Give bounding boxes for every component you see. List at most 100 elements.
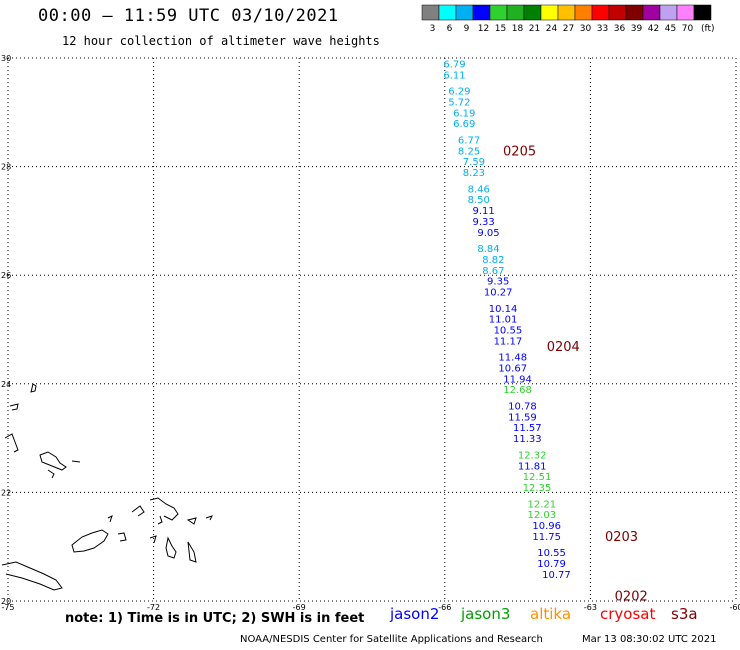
color-scale-legend: 3 6 9 12 15 18 21 24 27 30 33 36 39 42 45 70 (ft) <box>421 4 715 34</box>
swh-point-label: 9.33 <box>472 217 494 228</box>
coastline-segment <box>149 497 179 521</box>
swh-point-label: 12.21 <box>528 499 557 510</box>
color-bin-label: 70 <box>682 24 694 34</box>
pass-time-label: 0203 <box>605 530 638 545</box>
color-bin-swatch <box>608 4 627 21</box>
lon-tick-label: -60 <box>729 603 740 612</box>
swh-point-label: 10.67 <box>498 364 527 375</box>
swh-point-label: 8.67 <box>482 266 504 277</box>
color-bin-label: 21 <box>529 24 540 34</box>
swh-point-label: 8.46 <box>468 184 490 195</box>
generated-timestamp: Mar 13 08:30:02 UTC 2021 <box>582 634 717 645</box>
note-text: note: 1) Time is in UTC; 2) SWH is in fe… <box>65 611 365 626</box>
coastline-segment <box>131 505 145 517</box>
color-bin-label: 6 <box>447 24 453 34</box>
swh-point-label: 10.55 <box>537 548 566 559</box>
color-bin-swatch <box>557 4 576 21</box>
satellite-legend-item: cryosat <box>600 605 656 623</box>
swh-point-label: 11.33 <box>513 434 542 445</box>
swh-point-label: 6.11 <box>443 70 465 81</box>
coastline-segment <box>165 536 177 559</box>
lon-tick-label: -69 <box>293 603 306 612</box>
swh-point-label: 11.75 <box>532 532 561 543</box>
coastline-segment <box>157 515 163 525</box>
swh-point-label: 11.01 <box>489 315 518 326</box>
pass-time-label: 0204 <box>547 340 580 355</box>
color-bin-swatch <box>591 4 610 21</box>
swh-point-label: 6.29 <box>448 87 470 98</box>
lat-tick-label: 26 <box>1 271 11 280</box>
swh-point-label: 8.23 <box>463 168 485 179</box>
color-bin-label: 9 <box>464 24 470 34</box>
color-bin-swatch <box>489 4 508 21</box>
swh-point-label: 6.69 <box>453 119 475 130</box>
swh-point-label: 11.94 <box>503 374 532 385</box>
swh-point-label: 9.35 <box>487 277 509 288</box>
swh-point-label: 11.17 <box>494 336 523 347</box>
swh-point-label: 10.78 <box>508 402 537 413</box>
swh-point-label: 6.77 <box>458 135 480 146</box>
color-bin-label: 42 <box>648 24 659 34</box>
color-bin-swatch <box>693 4 712 21</box>
pass-time-label: 0202 <box>615 590 648 605</box>
satellite-legend-item: jason2 <box>390 605 440 623</box>
coastline-segment <box>39 451 67 471</box>
swh-point-label: 12.32 <box>518 450 547 461</box>
coastline <box>1 383 213 591</box>
swh-point-label: 10.96 <box>532 521 561 532</box>
lat-tick-label: 30 <box>1 54 11 63</box>
swh-point-label: 6.19 <box>453 108 475 119</box>
color-bin-swatch <box>506 4 525 21</box>
color-bin-label: 18 <box>512 24 524 34</box>
swh-point-label: 10.55 <box>494 326 523 337</box>
color-bin-swatch <box>523 4 542 21</box>
swh-point-label: 8.25 <box>458 146 480 157</box>
color-bin-label: 30 <box>580 24 592 34</box>
satellite-legend-item: altika <box>530 605 572 623</box>
coastline-segment <box>47 469 55 479</box>
swh-point-label: 6.79 <box>443 59 465 70</box>
color-bin-label: 39 <box>631 24 643 34</box>
color-bin-swatch <box>421 4 440 21</box>
page-subtitle: 12 hour collection of altimeter wave hei… <box>62 34 380 48</box>
lon-tick-label: -72 <box>147 603 160 612</box>
color-bin-label: 24 <box>546 24 558 34</box>
coastline-segment <box>71 460 81 463</box>
swh-point-label: 11.59 <box>508 412 537 423</box>
swh-point-label: 10.79 <box>537 559 566 570</box>
color-bin-label: 3 <box>430 24 436 34</box>
page-title: 00:00 – 11:59 UTC 03/10/2021 <box>38 6 339 26</box>
color-bin-swatch <box>642 4 661 21</box>
swh-point-label: 12.51 <box>523 472 552 483</box>
color-bin-swatch <box>438 4 457 21</box>
coastline-segment <box>117 532 127 542</box>
coastline-segment <box>9 403 19 411</box>
swh-point-label: 12.68 <box>503 385 532 396</box>
coastline-segment <box>4 433 19 453</box>
coastline-segment <box>1 561 63 591</box>
swh-point-label: 10.27 <box>484 287 513 298</box>
swh-point-label: 11.57 <box>513 423 542 434</box>
color-scale-unit: (ft) <box>701 24 715 34</box>
coastline-segment <box>187 541 197 563</box>
lat-tick-label: 22 <box>1 488 11 497</box>
coastline-segment <box>186 517 197 525</box>
lon-tick-label: -75 <box>1 603 14 612</box>
swh-point-label: 7.59 <box>463 157 485 168</box>
swh-point-label: 12.35 <box>523 483 552 494</box>
coastline-segment <box>30 383 37 393</box>
swh-points: 6.796.11 6.295.726.196.69 6.778.257.598.23… <box>443 59 570 580</box>
lon-tick-label: -66 <box>438 603 451 612</box>
color-bin-label: 45 <box>665 24 676 34</box>
lat-tick-label: 24 <box>1 380 11 389</box>
lat-tick-label: 20 <box>1 597 11 606</box>
color-bin-label: 33 <box>597 24 608 34</box>
swh-point-label: 12.03 <box>528 510 557 521</box>
swh-point-label: 8.84 <box>477 244 499 255</box>
swh-point-label: 11.81 <box>518 461 547 472</box>
lon-tick-label: -63 <box>584 603 597 612</box>
satellite-legend-item: jason3 <box>461 605 511 623</box>
coastline-segment <box>107 515 113 523</box>
swh-point-label: 9.11 <box>472 206 494 217</box>
coastline-segment <box>71 529 109 553</box>
